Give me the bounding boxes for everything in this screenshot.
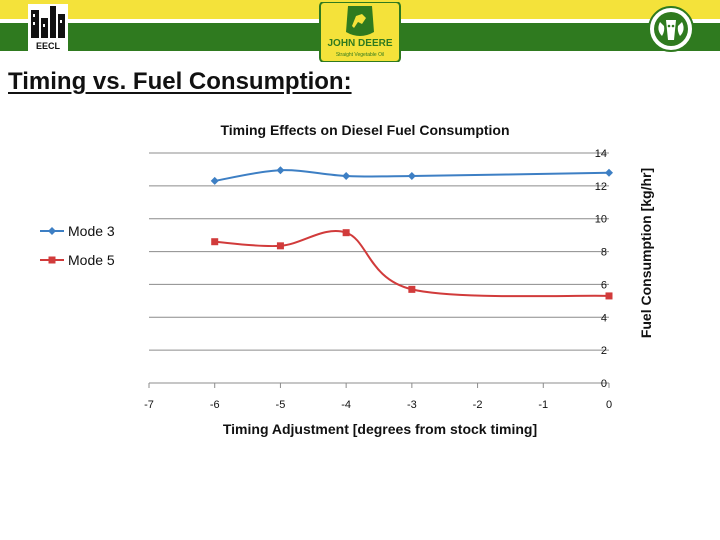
data-point-mode-3: [342, 172, 351, 180]
john-deere-logo-text: JOHN DEERE: [327, 38, 392, 49]
header-banner: EECL JOHN DEERE Straight Vegetable Oil: [0, 0, 720, 62]
chart-legend: Mode 3 Mode 5: [40, 216, 115, 274]
legend-marker-mode-3: [40, 226, 64, 235]
data-point-mode-5: [342, 229, 350, 237]
john-deere-logo: JOHN DEERE Straight Vegetable Oil: [319, 2, 401, 62]
data-point-mode-3: [210, 176, 219, 185]
data-point-mode-3: [276, 166, 285, 175]
y-tick-label: 12: [595, 181, 607, 193]
data-point-mode-5: [276, 242, 284, 250]
y-tick-label: 6: [601, 279, 607, 291]
x-tick-label: -3: [407, 399, 417, 411]
x-tick-label: 0: [606, 399, 612, 411]
data-point-mode-5: [211, 238, 219, 246]
x-tick-label: -5: [276, 399, 286, 411]
y-tick-label: 14: [595, 148, 607, 160]
ram-horn-right-icon: [677, 22, 684, 36]
x-tick-label: -4: [341, 399, 351, 411]
series-line-mode-5: [214, 230, 610, 298]
x-axis-title: Timing Adjustment [degrees from stock ti…: [222, 421, 538, 437]
slide-title: Timing vs. Fuel Consumption:: [8, 68, 352, 95]
data-point-mode-3: [605, 168, 613, 177]
ram-horn-left-icon: [658, 22, 665, 36]
y-tick-label: 0: [601, 378, 607, 390]
deer-icon: [352, 14, 366, 28]
y-tick-label: 2: [601, 345, 607, 357]
x-tick-label: -6: [210, 399, 220, 411]
eecl-logo-text: EECL: [36, 41, 61, 51]
x-tick-label: -1: [538, 399, 548, 411]
legend-item-mode-3: Mode 3: [40, 216, 115, 245]
y-tick-label: 8: [601, 247, 607, 259]
legend-label-mode-3: Mode 3: [68, 222, 115, 239]
legend-marker-mode-5: [40, 256, 64, 263]
eecl-logo: EECL: [28, 4, 68, 52]
x-tick-label: -2: [473, 399, 483, 411]
chart-title: Timing Effects on Diesel Fuel Consumptio…: [220, 122, 510, 138]
legend-item-mode-5: Mode 5: [40, 245, 115, 274]
series-line-mode-3: [214, 169, 610, 182]
y-axis-title: Fuel Consumption [kg/hr]: [638, 167, 654, 339]
legend-label-mode-5: Mode 5: [68, 251, 115, 268]
y-tick-label: 4: [601, 312, 607, 324]
data-point-mode-3: [407, 172, 416, 180]
x-tick-label: -7: [144, 399, 154, 411]
csu-ram-logo: [648, 6, 694, 52]
data-point-mode-5: [605, 292, 613, 300]
john-deere-logo-subtext: Straight Vegetable Oil: [336, 52, 384, 58]
data-point-mode-5: [408, 285, 416, 293]
y-tick-label: 10: [595, 214, 607, 226]
